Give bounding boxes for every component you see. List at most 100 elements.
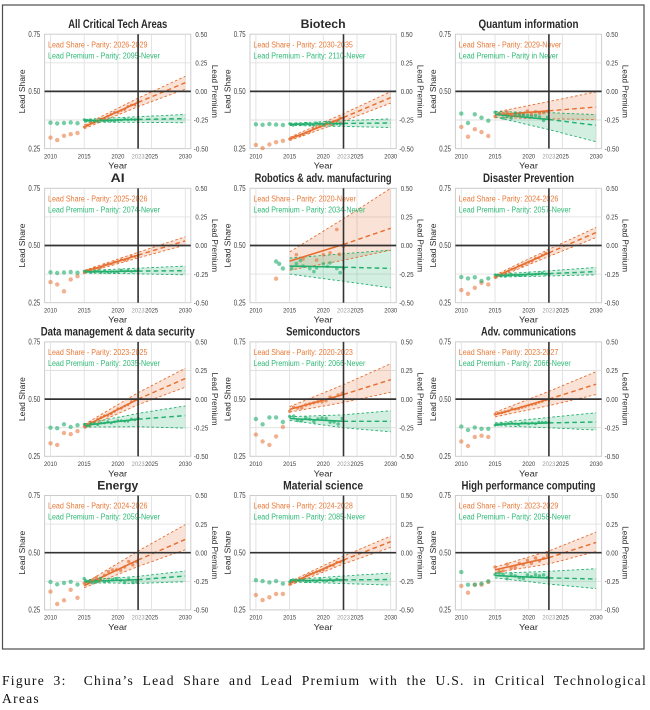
svg-text:2020: 2020 — [522, 615, 535, 622]
svg-text:0.50: 0.50 — [195, 184, 207, 193]
svg-text:Lead Premium - Parity in Never: Lead Premium - Parity in Never — [459, 51, 559, 60]
svg-text:-0.25: -0.25 — [399, 577, 414, 586]
svg-text:-0.50: -0.50 — [605, 452, 620, 461]
svg-text:2025: 2025 — [351, 615, 364, 622]
svg-text:Material science: Material science — [283, 478, 363, 492]
svg-text:0.25: 0.25 — [28, 298, 40, 307]
svg-text:2010: 2010 — [44, 153, 57, 160]
svg-text:2020: 2020 — [111, 153, 124, 160]
svg-text:Lead Premium: Lead Premium — [210, 65, 219, 118]
svg-text:2015: 2015 — [283, 153, 296, 160]
svg-text:0.25: 0.25 — [439, 452, 451, 461]
svg-text:-0.50: -0.50 — [194, 144, 209, 153]
svg-text:2025: 2025 — [351, 461, 364, 468]
svg-text:Semiconductors: Semiconductors — [286, 325, 360, 339]
svg-text:2010: 2010 — [249, 308, 262, 315]
svg-text:-0.50: -0.50 — [194, 606, 209, 615]
svg-text:0.25: 0.25 — [28, 606, 40, 615]
svg-text:2010: 2010 — [44, 615, 57, 622]
svg-text:Year: Year — [314, 622, 333, 632]
svg-text:2010: 2010 — [44, 308, 57, 315]
svg-text:0.25: 0.25 — [606, 520, 618, 529]
svg-text:0.75: 0.75 — [28, 30, 40, 39]
svg-text:2025: 2025 — [351, 153, 364, 160]
svg-text:0.50: 0.50 — [439, 395, 451, 404]
svg-text:2020: 2020 — [111, 615, 124, 622]
svg-text:2023: 2023 — [337, 153, 350, 160]
svg-text:2025: 2025 — [556, 153, 569, 160]
svg-text:-0.50: -0.50 — [399, 298, 414, 307]
svg-text:2025: 2025 — [145, 308, 158, 315]
svg-text:2025: 2025 — [145, 461, 158, 468]
svg-text:-0.25: -0.25 — [605, 116, 620, 125]
svg-text:Year: Year — [108, 161, 127, 171]
svg-text:0.75: 0.75 — [439, 491, 451, 500]
svg-text:-0.25: -0.25 — [399, 423, 414, 432]
svg-text:0.25: 0.25 — [606, 213, 618, 222]
svg-text:Lead Premium - Parity: 2035-Ne: Lead Premium - Parity: 2035-Never — [48, 359, 160, 368]
svg-text:0.25: 0.25 — [28, 144, 40, 153]
svg-text:Year: Year — [519, 315, 538, 325]
svg-text:2023: 2023 — [132, 308, 145, 315]
svg-text:0.75: 0.75 — [234, 491, 246, 500]
svg-text:Lead Premium: Lead Premium — [621, 219, 630, 272]
svg-text:0.25: 0.25 — [401, 520, 413, 529]
svg-text:0.50: 0.50 — [28, 87, 40, 96]
svg-text:0.00: 0.00 — [195, 87, 207, 96]
svg-text:2020: 2020 — [111, 308, 124, 315]
svg-text:2010: 2010 — [455, 461, 468, 468]
svg-text:0.25: 0.25 — [401, 366, 413, 375]
svg-text:2023: 2023 — [132, 153, 145, 160]
svg-text:2030: 2030 — [179, 308, 192, 315]
svg-text:Lead Share: Lead Share — [429, 377, 438, 421]
svg-text:0.25: 0.25 — [234, 144, 246, 153]
svg-text:0.25: 0.25 — [28, 452, 40, 461]
svg-text:0.75: 0.75 — [234, 184, 246, 193]
svg-text:Lead Share: Lead Share — [224, 377, 233, 421]
svg-text:0.50: 0.50 — [195, 30, 207, 39]
svg-text:High performance computing: High performance computing — [462, 478, 596, 492]
svg-text:0.25: 0.25 — [439, 606, 451, 615]
svg-text:2020: 2020 — [317, 308, 330, 315]
svg-text:Lead Premium: Lead Premium — [621, 373, 630, 426]
svg-text:Lead Share - Parity: 2023-2029: Lead Share - Parity: 2023-2029 — [459, 502, 559, 511]
svg-text:2025: 2025 — [556, 615, 569, 622]
svg-text:2025: 2025 — [556, 308, 569, 315]
svg-text:-0.25: -0.25 — [194, 577, 209, 586]
svg-text:0.00: 0.00 — [606, 87, 618, 96]
svg-text:Lead Premium - Parity: 2059-Ne: Lead Premium - Parity: 2059-Never — [48, 513, 160, 522]
svg-text:Lead Premium - Parity: 2066-Ne: Lead Premium - Parity: 2066-Never — [459, 359, 571, 368]
svg-text:-0.50: -0.50 — [399, 606, 414, 615]
svg-text:2010: 2010 — [249, 461, 262, 468]
svg-text:Lead Premium: Lead Premium — [210, 219, 219, 272]
svg-text:Year: Year — [314, 315, 333, 325]
svg-text:2025: 2025 — [351, 308, 364, 315]
svg-text:Lead Share - Parity: 2026-2029: Lead Share - Parity: 2026-2029 — [48, 40, 148, 49]
svg-text:Lead Share - Parity: 2024-2026: Lead Share - Parity: 2024-2026 — [459, 195, 559, 204]
svg-text:Lead Premium: Lead Premium — [621, 526, 630, 579]
svg-text:0.50: 0.50 — [401, 491, 413, 500]
svg-text:0.00: 0.00 — [195, 395, 207, 404]
svg-text:Lead Share: Lead Share — [429, 224, 438, 268]
svg-text:0.50: 0.50 — [606, 30, 618, 39]
svg-text:0.25: 0.25 — [234, 452, 246, 461]
svg-text:2030: 2030 — [384, 153, 397, 160]
svg-text:0.25: 0.25 — [606, 59, 618, 68]
svg-text:-0.25: -0.25 — [605, 577, 620, 586]
svg-text:Lead Premium - Parity: 2058-Ne: Lead Premium - Parity: 2058-Never — [459, 513, 571, 522]
svg-text:0.75: 0.75 — [439, 184, 451, 193]
svg-text:Lead Share: Lead Share — [224, 69, 233, 113]
svg-text:0.50: 0.50 — [439, 548, 451, 557]
svg-text:2015: 2015 — [489, 153, 502, 160]
svg-text:-0.50: -0.50 — [194, 452, 209, 461]
svg-text:Lead Share: Lead Share — [18, 377, 27, 421]
svg-text:2015: 2015 — [489, 308, 502, 315]
svg-text:Lead Share - Parity: 2023-2025: Lead Share - Parity: 2023-2025 — [48, 348, 148, 357]
svg-text:0.25: 0.25 — [606, 366, 618, 375]
svg-text:Lead Premium - Parity: 2085-Ne: Lead Premium - Parity: 2085-Never — [253, 513, 365, 522]
svg-text:2020: 2020 — [317, 461, 330, 468]
svg-text:2015: 2015 — [78, 153, 91, 160]
svg-text:2020: 2020 — [317, 615, 330, 622]
svg-text:2015: 2015 — [78, 308, 91, 315]
svg-text:0.00: 0.00 — [195, 548, 207, 557]
